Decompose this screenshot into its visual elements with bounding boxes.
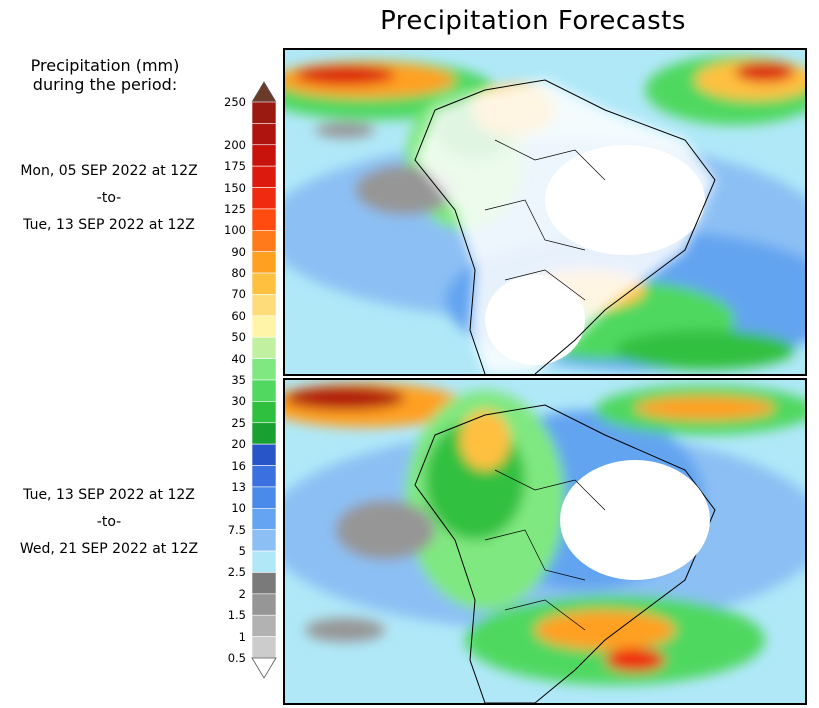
scale-swatch (251, 358, 277, 381)
scale-tick-label: 1 (238, 629, 246, 644)
scale-tick-label: 2.5 (227, 565, 246, 580)
scale-swatch (251, 379, 277, 402)
scale-tick-label: 50 (231, 330, 246, 345)
legend-title: Precipitation (mm) during the period: (0, 56, 210, 94)
precipitation-map-1 (285, 50, 805, 374)
period-2-label: Tue, 13 SEP 2022 at 12Z -to- Wed, 21 SEP… (0, 482, 218, 563)
scale-bottom-arrow (251, 657, 277, 679)
scale-swatch (251, 187, 277, 210)
scale-swatch (251, 230, 277, 252)
scale-tick-label: 7.5 (227, 522, 246, 537)
chart-title: Precipitation Forecasts (380, 6, 686, 36)
period-1-start: Mon, 05 SEP 2022 at 12Z (20, 163, 198, 179)
legend-title-line1: Precipitation (mm) (30, 56, 180, 75)
scale-swatch (251, 593, 277, 616)
scale-swatch (251, 251, 277, 274)
precipitation-map-2 (285, 380, 805, 703)
scale-tick-label: 30 (231, 394, 246, 409)
period-1-separator: -to- (96, 190, 122, 206)
scale-tick-label: 16 (231, 458, 246, 473)
scale-swatch (251, 443, 277, 466)
scale-swatch (251, 208, 277, 231)
scale-tick-label: 100 (224, 223, 246, 238)
scale-swatch (251, 614, 277, 637)
scale-swatch (251, 508, 277, 530)
scale-tick-label: 10 (231, 501, 246, 516)
scale-swatch (251, 401, 277, 424)
scale-tick-label: 70 (231, 287, 246, 302)
scale-top-arrow (251, 81, 277, 103)
map-panel-period-2 (283, 378, 807, 705)
scale-swatch (251, 486, 277, 509)
scale-swatch (251, 529, 277, 552)
scale-tick-label: 200 (224, 137, 246, 152)
scale-tick-label: 1.5 (227, 608, 246, 623)
scale-swatch (251, 315, 277, 338)
scale-swatch (251, 465, 277, 488)
scale-swatch (251, 550, 277, 573)
scale-tick-label: 35 (231, 373, 246, 387)
scale-swatch (251, 294, 277, 317)
color-scale-bar (251, 81, 277, 679)
scale-tick-label: 20 (231, 437, 246, 452)
scale-tick-label: 250 (224, 95, 246, 109)
scale-tick-label: 175 (224, 159, 246, 174)
scale-tick-label: 150 (224, 180, 246, 195)
scale-tick-label: 80 (231, 266, 246, 281)
scale-swatch (251, 422, 277, 445)
scale-tick-label: 60 (231, 308, 246, 323)
scale-tick-label: 40 (231, 351, 246, 366)
scale-tick-label: 2 (238, 586, 246, 601)
scale-tick-label: 90 (231, 244, 246, 259)
scale-swatch (251, 144, 277, 167)
scale-swatch (251, 272, 277, 295)
period-2-start: Tue, 13 SEP 2022 at 12Z (23, 487, 195, 503)
period-1-end: Tue, 13 SEP 2022 at 12Z (23, 217, 195, 233)
period-2-separator: -to- (96, 514, 122, 530)
scale-swatch (251, 165, 277, 188)
scale-tick-label: 0.5 (227, 651, 246, 665)
scale-tick-label: 13 (231, 479, 246, 494)
period-1-label: Mon, 05 SEP 2022 at 12Z -to- Tue, 13 SEP… (0, 158, 218, 239)
period-2-end: Wed, 21 SEP 2022 at 12Z (19, 541, 199, 557)
scale-swatch (251, 336, 277, 359)
scale-tick-label: 25 (231, 415, 246, 430)
scale-swatch (251, 572, 277, 595)
legend-title-line2: during the period: (32, 75, 178, 94)
scale-tick-label: 5 (238, 544, 246, 559)
scale-swatch (251, 123, 277, 146)
map-panel-period-1 (283, 48, 807, 376)
scale-tick-label: 125 (224, 201, 246, 216)
scale-swatch (251, 101, 277, 124)
scale-swatch (251, 636, 277, 659)
